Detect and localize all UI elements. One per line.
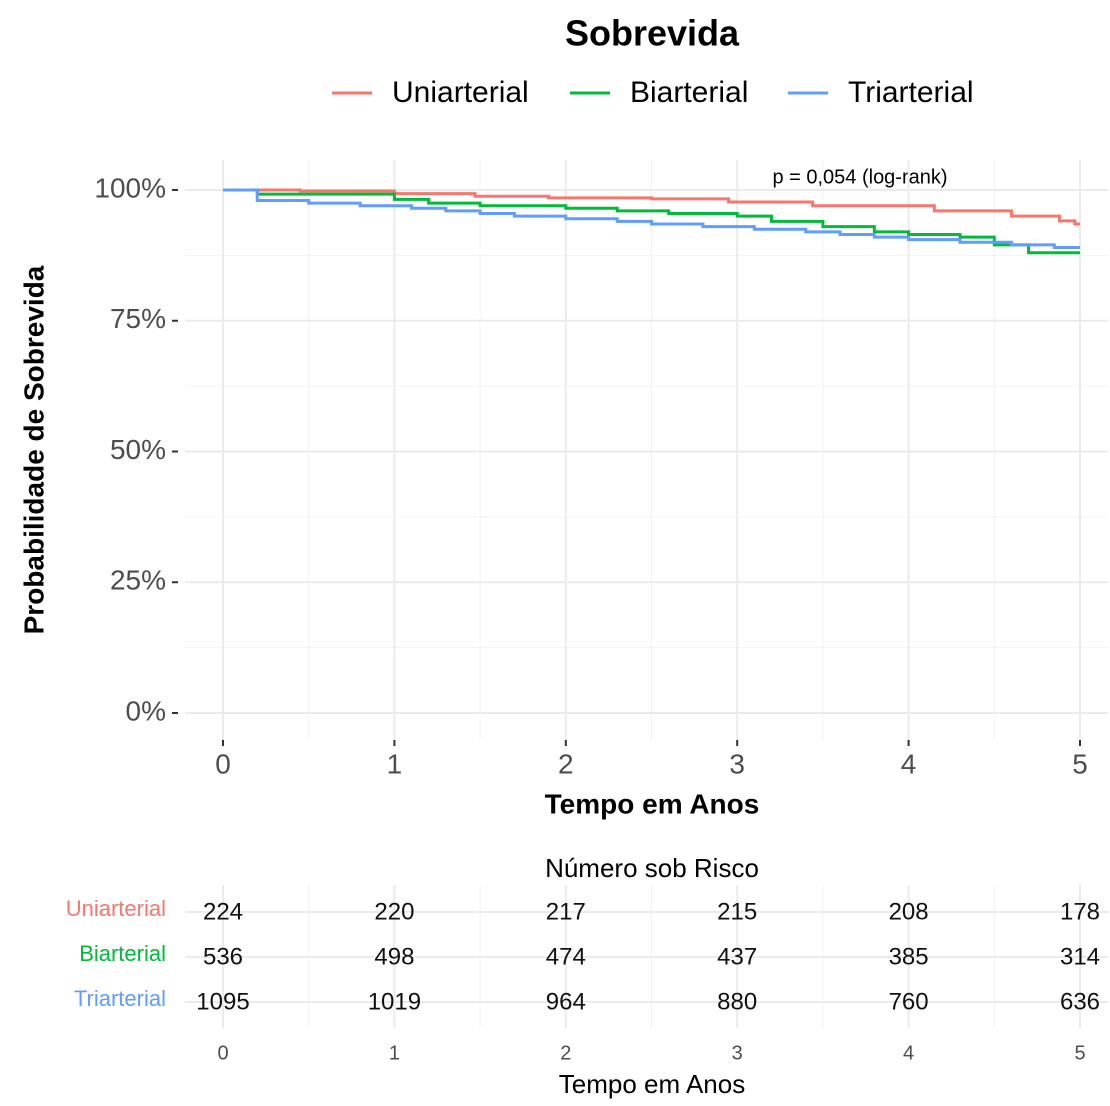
survival-curve	[223, 188, 1080, 250]
table-row-label: Uniarterial	[66, 896, 166, 921]
annotation: p = 0,054 (log-rank)	[772, 166, 947, 188]
x-tick-label: 5	[1072, 748, 1088, 779]
table-value: 178	[1060, 898, 1100, 925]
x-tick-label: 2	[558, 748, 574, 779]
risk-table-title: Número sob Risco	[545, 853, 759, 883]
table-value: 536	[203, 943, 243, 970]
table-value: 760	[889, 988, 929, 1015]
table-x-tick-label: 4	[903, 1042, 914, 1064]
x-tick-label: 3	[729, 748, 745, 779]
table-value: 314	[1060, 943, 1100, 970]
table-row-label: Triarterial	[74, 986, 166, 1011]
survival-curve	[223, 188, 1080, 255]
table-x-tick-label: 3	[732, 1042, 743, 1064]
legend-label: Biarterial	[630, 76, 748, 109]
y-axis-label: Probabilidade de Sobrevida	[18, 265, 49, 634]
risk-table-x-label: Tempo em Anos	[559, 1069, 745, 1099]
table-value: 474	[546, 943, 586, 970]
table-value: 437	[717, 943, 757, 970]
y-tick-label: 50%	[110, 434, 166, 465]
table-value: 880	[717, 988, 757, 1015]
x-tick-label: 1	[387, 748, 403, 779]
x-tick-label: 0	[215, 748, 231, 779]
y-tick-label: 100%	[94, 172, 166, 203]
table-value: 1095	[196, 988, 249, 1015]
table-value: 224	[203, 898, 243, 925]
table-x-tick-label: 0	[217, 1042, 228, 1064]
y-tick-label: 25%	[110, 565, 166, 596]
table-value: 636	[1060, 988, 1100, 1015]
table-value: 208	[889, 898, 929, 925]
table-value: 1019	[368, 988, 421, 1015]
x-tick-label: 4	[901, 748, 917, 779]
table-value: 215	[717, 898, 757, 925]
table-x-tick-label: 5	[1074, 1042, 1085, 1064]
y-tick-label: 75%	[110, 303, 166, 334]
table-value: 220	[374, 898, 414, 925]
table-x-tick-label: 2	[560, 1042, 571, 1064]
table-value: 964	[546, 988, 586, 1015]
y-tick-label: 0%	[126, 695, 166, 726]
x-axis-label: Tempo em Anos	[545, 788, 760, 819]
chart-title: Sobrevida	[565, 13, 740, 54]
table-value: 217	[546, 898, 586, 925]
legend-label: Uniarterial	[392, 76, 529, 109]
table-value: 498	[374, 943, 414, 970]
table-row-label: Biarterial	[79, 941, 166, 966]
table-x-tick-label: 1	[389, 1042, 400, 1064]
table-value: 385	[889, 943, 929, 970]
legend-label: Triarterial	[848, 76, 974, 109]
